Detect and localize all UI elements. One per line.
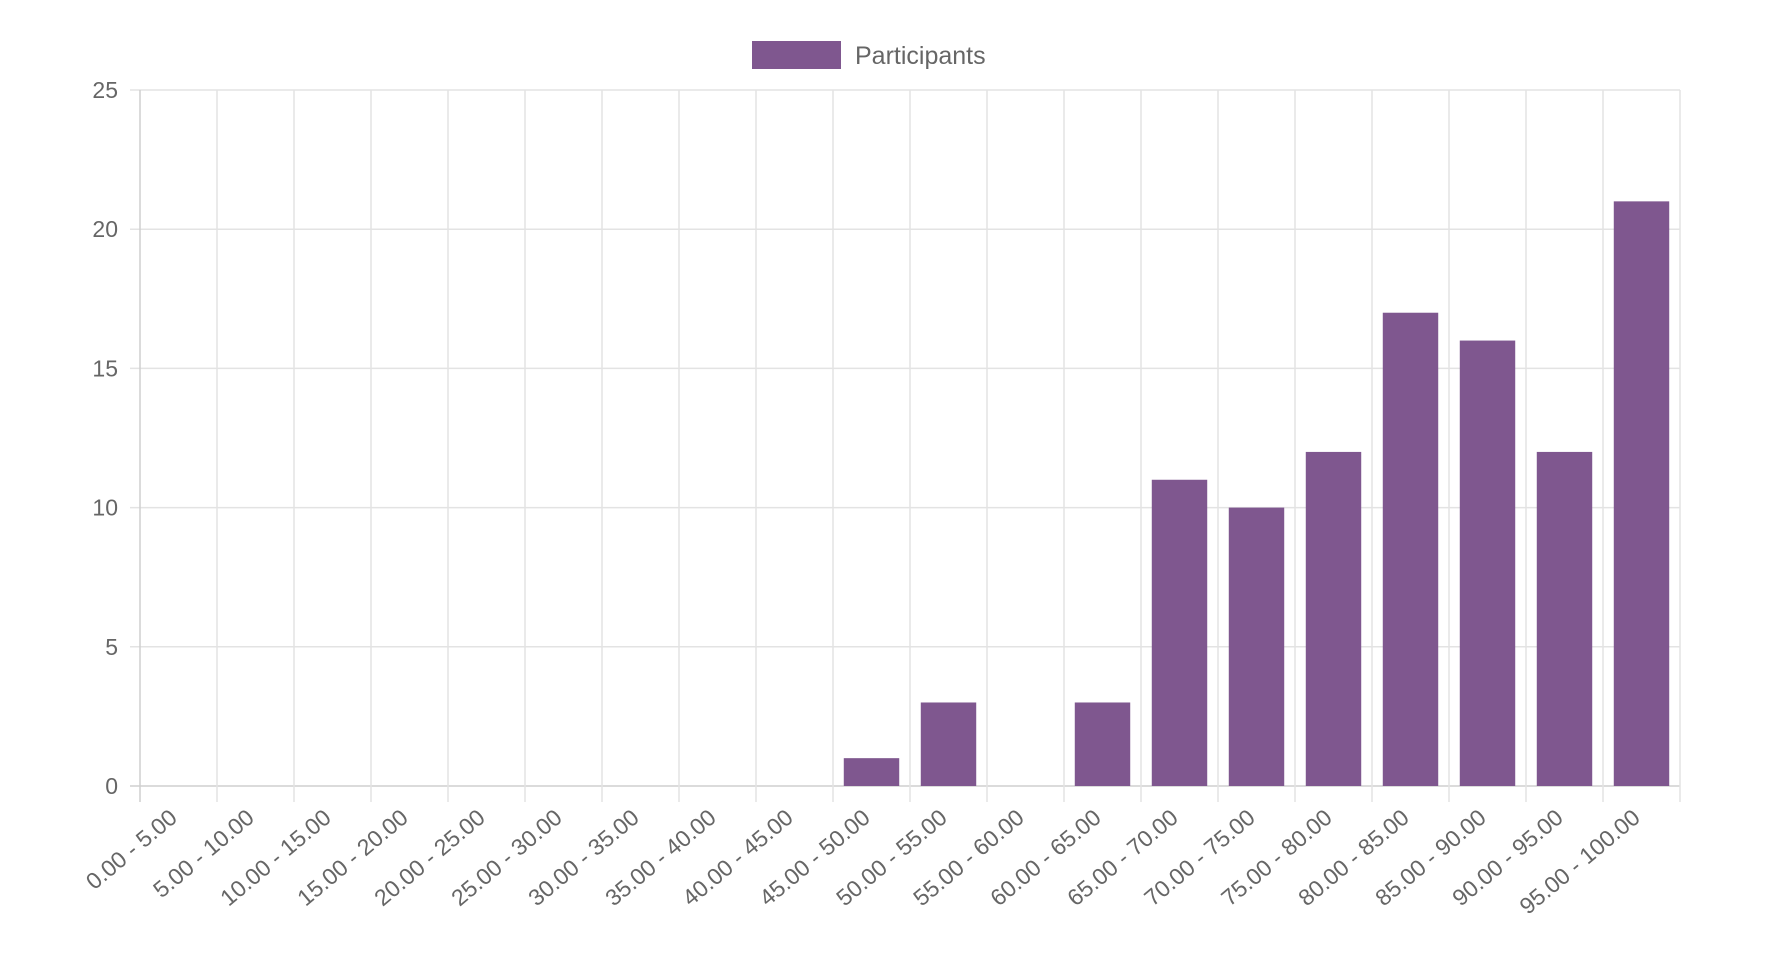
y-tick-label: 25	[92, 77, 118, 103]
bar-18[interactable]	[1536, 451, 1593, 786]
bar-10[interactable]	[920, 702, 977, 786]
bar-9[interactable]	[843, 758, 900, 786]
legend-label-participants: Participants	[855, 42, 986, 70]
bar-14[interactable]	[1228, 507, 1285, 786]
bar-19[interactable]	[1613, 201, 1670, 787]
y-tick-label: 0	[105, 773, 118, 799]
y-tick-label: 5	[105, 634, 118, 660]
bar-17[interactable]	[1459, 340, 1516, 786]
bar-13[interactable]	[1151, 479, 1208, 786]
bar-15[interactable]	[1305, 451, 1362, 786]
y-tick-label: 20	[92, 216, 118, 242]
legend-swatch	[752, 41, 841, 69]
bar-16[interactable]	[1382, 312, 1439, 786]
y-tick-label: 15	[92, 355, 118, 381]
y-tick-label: 10	[92, 495, 118, 521]
bar-12[interactable]	[1074, 702, 1131, 786]
chart-legend[interactable]: Participants	[752, 41, 986, 70]
